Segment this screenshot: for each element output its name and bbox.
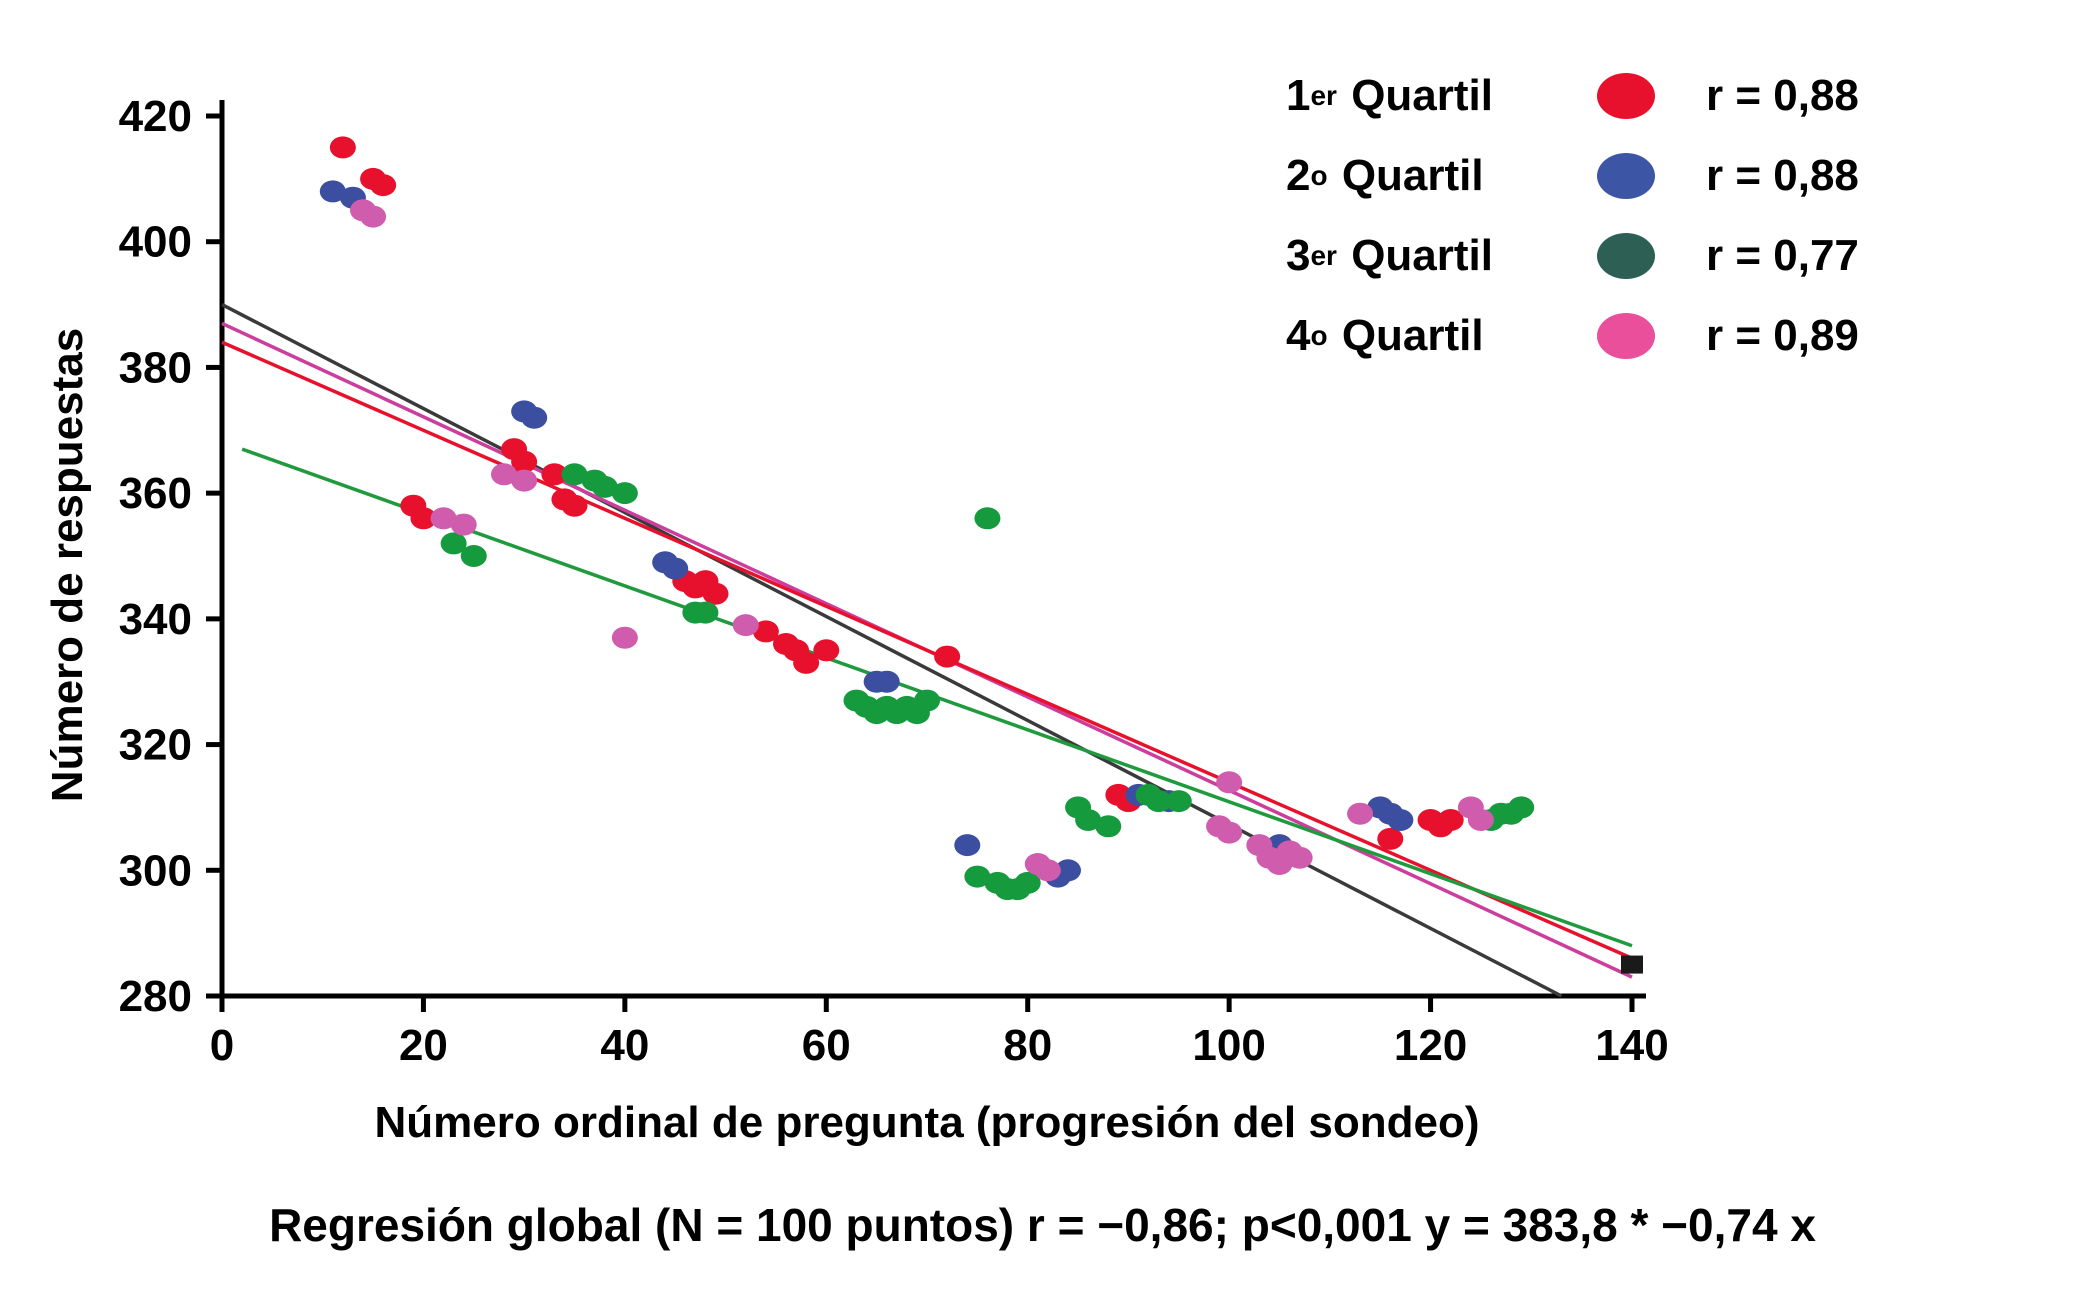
regression-caption: Regresión global (N = 100 puntos) r = −0… xyxy=(269,1199,1816,1251)
scatter-point xyxy=(611,482,638,505)
scatter-point xyxy=(1437,809,1464,831)
scatter-point xyxy=(360,205,387,228)
scatter-point xyxy=(410,507,437,530)
scatter-point xyxy=(1216,821,1243,844)
scatter-point xyxy=(974,507,1001,530)
y-tick-label: 360 xyxy=(119,469,192,518)
x-tick-label: 0 xyxy=(210,1021,234,1070)
scatter-point xyxy=(1014,871,1041,894)
scatter-point xyxy=(521,406,548,429)
x-tick-label: 20 xyxy=(399,1021,448,1070)
x-tick-label: 100 xyxy=(1192,1021,1265,1070)
x-tick-label: 60 xyxy=(802,1021,851,1070)
end-marker xyxy=(1621,955,1643,974)
regression-line-global xyxy=(221,303,1563,998)
regression-line-q1 xyxy=(221,340,1633,960)
scatter-point xyxy=(692,601,719,624)
scatter-point xyxy=(1377,827,1404,850)
scatter-point xyxy=(561,463,588,486)
scatter-point xyxy=(934,645,961,668)
scatter-point xyxy=(430,507,457,530)
y-tick-label: 320 xyxy=(119,721,192,770)
scatter-point xyxy=(1165,790,1192,813)
scatter-point xyxy=(460,545,487,567)
x-tick-label: 80 xyxy=(1003,1021,1052,1070)
scatter-point xyxy=(914,689,940,712)
y-tick-label: 400 xyxy=(119,218,192,267)
legend-label: 3 er Quartil xyxy=(1286,231,1493,280)
legend-swatch-q4 xyxy=(1597,313,1655,359)
scatter-point xyxy=(702,582,729,605)
scatter-point xyxy=(1055,859,1081,882)
x-axis-title: Número ordinal de pregunta (progresión d… xyxy=(374,1098,1480,1147)
scatter-point xyxy=(1216,771,1243,794)
scatter-point xyxy=(954,834,981,857)
legend-r-value: r = 0,88 xyxy=(1706,71,1859,120)
scatter-point xyxy=(1034,859,1061,882)
scatter-point xyxy=(813,639,840,662)
scatter-point xyxy=(1286,846,1313,869)
scatter-point xyxy=(1145,790,1172,813)
legend-label: 1 er Quartil xyxy=(1286,71,1493,120)
scatter-point xyxy=(793,651,820,674)
y-tick-label: 300 xyxy=(119,846,192,895)
scatter-point xyxy=(1075,809,1102,831)
y-tick-label: 380 xyxy=(119,343,192,392)
x-tick-label: 40 xyxy=(600,1021,649,1070)
y-tick-label: 280 xyxy=(119,972,192,1021)
scatter-point xyxy=(491,463,517,486)
scatter-point xyxy=(319,180,346,203)
scatter-point xyxy=(611,626,638,649)
scatter-point xyxy=(873,670,900,693)
legend-swatch-q2 xyxy=(1597,153,1655,199)
scatter-point xyxy=(511,450,538,473)
scatter-point xyxy=(1347,802,1374,825)
scatter-point xyxy=(662,557,689,580)
y-axis-title: Número de respuestas xyxy=(43,327,92,803)
scatter-point xyxy=(511,469,538,492)
scatter-point xyxy=(732,614,759,637)
scatter-point xyxy=(591,475,618,498)
legend-swatch-q3 xyxy=(1597,233,1655,279)
legend-swatch-q1 xyxy=(1597,73,1655,119)
x-tick-label: 140 xyxy=(1595,1021,1668,1070)
scatter-point xyxy=(440,532,467,555)
scatter-point xyxy=(329,136,356,159)
scatter-point xyxy=(1387,809,1414,831)
scatter-point xyxy=(1095,815,1122,838)
scatter-point xyxy=(450,513,477,536)
scatter-point xyxy=(561,494,588,517)
y-tick-label: 420 xyxy=(119,92,192,141)
legend-r-value: r = 0,88 xyxy=(1706,151,1859,200)
y-tick-label: 340 xyxy=(119,595,192,644)
legend-r-value: r = 0,77 xyxy=(1706,231,1859,280)
scatter-point xyxy=(370,174,397,197)
scatter-point xyxy=(752,620,779,643)
scatter-point xyxy=(964,865,991,888)
scatter-point xyxy=(1508,796,1535,819)
x-tick-label: 120 xyxy=(1394,1021,1467,1070)
legend-r-value: r = 0,89 xyxy=(1706,311,1859,360)
scatter-point xyxy=(541,463,568,486)
scatter-point xyxy=(1467,809,1494,831)
